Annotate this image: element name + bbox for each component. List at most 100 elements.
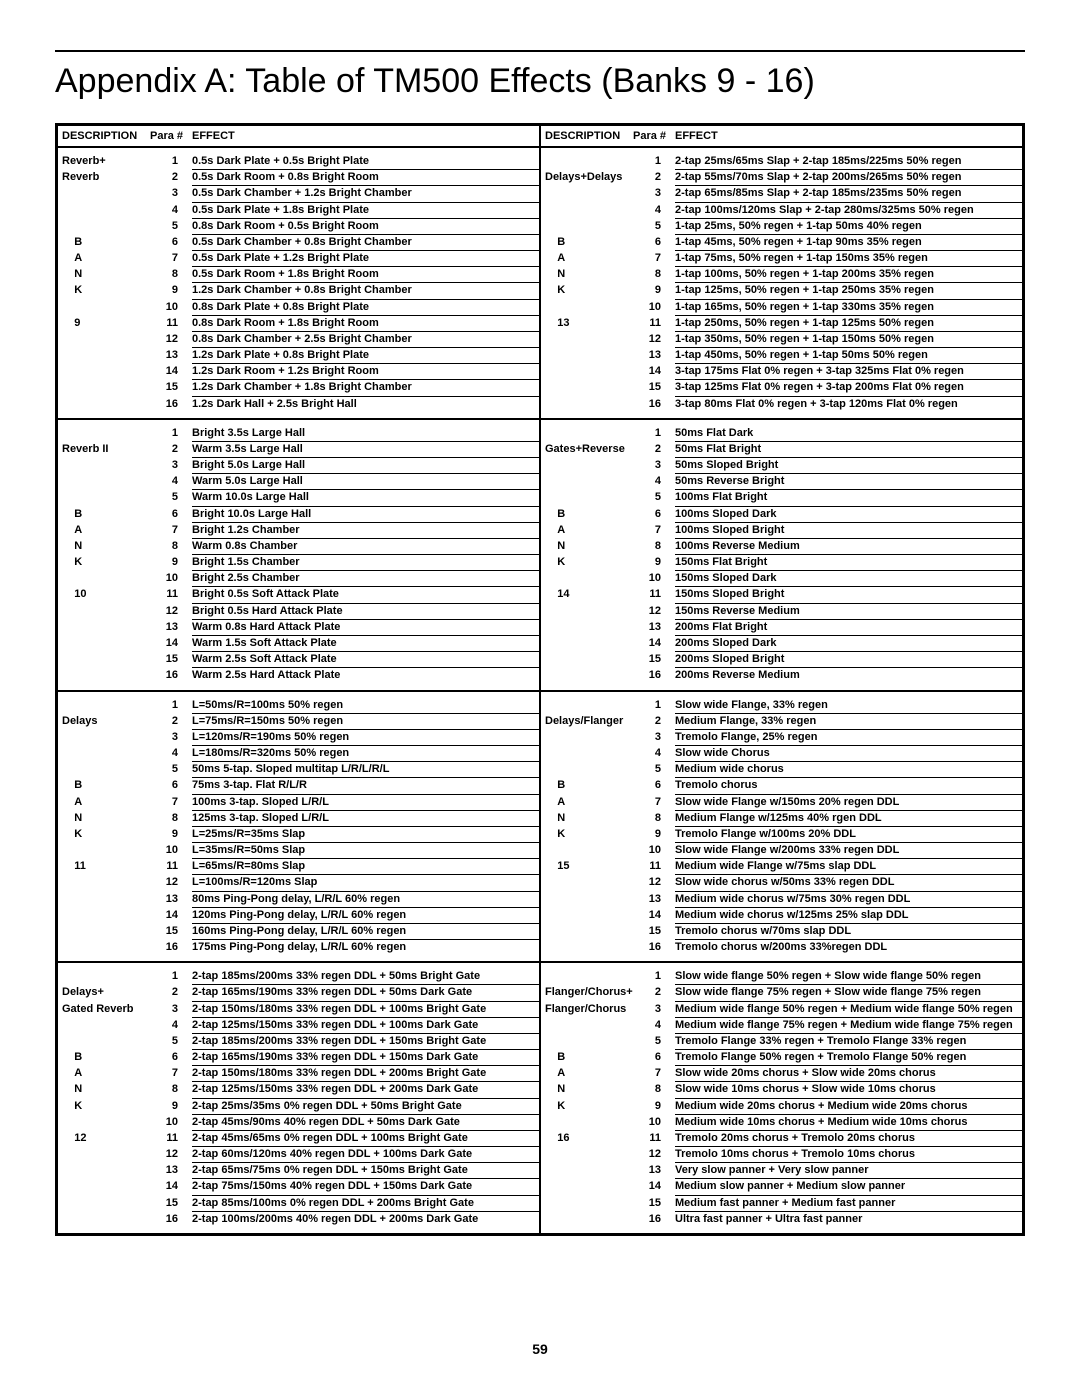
row-effect: 2-tap 125ms/150ms 33% regen DDL + 100ms … [192,1018,539,1034]
effect-row: 10Slow wide Flange w/200ms 33% regen DDL [541,843,1022,859]
row-para-num: 6 [150,507,192,522]
row-para-num: 6 [633,1050,675,1065]
row-desc: 9 [58,316,150,331]
row-effect: 150ms Flat Bright [675,555,1022,571]
row-para-num: 3 [633,730,675,745]
row-para-num: 10 [150,300,192,315]
row-effect: Medium wide flange 75% regen + Medium wi… [675,1018,1022,1034]
effect-row: 121-tap 350ms, 50% regen + 1-tap 150ms 5… [541,332,1022,348]
row-effect: L=50ms/R=100ms 50% regen [192,698,539,714]
row-effect: 1.2s Dark Chamber + 0.8s Bright Chamber [192,283,539,299]
row-effect: Medium wide Flange w/75ms slap DDL [675,859,1022,875]
row-desc: B [58,1050,150,1065]
row-effect: 100ms Sloped Bright [675,523,1022,539]
effect-row: 101-tap 165ms, 50% regen + 1-tap 330ms 3… [541,300,1022,316]
row-effect: 1.2s Dark Chamber + 1.8s Bright Chamber [192,380,539,396]
row-desc: A [541,795,633,810]
row-desc: K [541,555,633,570]
effect-row: 10L=35ms/R=50ms Slap [58,843,539,859]
row-effect: 1-tap 125ms, 50% regen + 1-tap 250ms 35%… [675,283,1022,299]
row-desc: A [541,1066,633,1081]
row-desc: A [58,795,150,810]
row-desc: A [541,523,633,538]
row-effect: 0.5s Dark Room + 0.8s Bright Room [192,170,539,186]
row-effect: 1-tap 45ms, 50% regen + 1-tap 90ms 35% r… [675,235,1022,251]
row-effect: Tremolo Flange, 25% regen [675,730,1022,746]
row-para-num: 12 [150,1147,192,1162]
row-para-num: 12 [633,1147,675,1162]
effect-row: 163-tap 80ms Flat 0% regen + 3-tap 120ms… [541,397,1022,412]
effect-row: 16200ms Reverse Medium [541,668,1022,683]
row-para-num: 3 [150,730,192,745]
effect-row: 1411150ms Sloped Bright [541,587,1022,603]
row-effect: 50ms Flat Dark [675,426,1022,442]
row-para-num: 12 [150,604,192,619]
row-desc: Delays [58,714,150,729]
row-effect: 2-tap 185ms/200ms 33% regen DDL + 150ms … [192,1034,539,1050]
effect-row: 12150ms Reverse Medium [541,604,1022,620]
row-desc: A [58,251,150,266]
effect-row: 13Warm 0.8s Hard Attack Plate [58,620,539,636]
effect-row: 151.2s Dark Chamber + 1.8s Bright Chambe… [58,380,539,396]
row-para-num: 12 [150,875,192,890]
row-para-num: 14 [150,364,192,379]
row-para-num: 10 [150,571,192,586]
effect-row: 40.5s Dark Plate + 1.8s Bright Plate [58,203,539,219]
effect-row: Delays2L=75ms/R=150ms 50% regen [58,714,539,730]
effect-row: 1111L=65ms/R=80ms Slap [58,859,539,875]
effect-row: 15Warm 2.5s Soft Attack Plate [58,652,539,668]
effect-row: 1Bright 3.5s Large Hall [58,426,539,442]
row-para-num: 3 [150,458,192,473]
effect-row: 350ms Sloped Bright [541,458,1022,474]
effect-row: 4L=180ms/R=320ms 50% regen [58,746,539,762]
row-effect: 0.5s Dark Plate + 1.2s Bright Plate [192,251,539,267]
row-effect: Warm 2.5s Hard Attack Plate [192,668,539,683]
row-desc: B [541,507,633,522]
row-para-num: 11 [633,316,675,331]
row-effect: Bright 2.5s Chamber [192,571,539,587]
row-para-num: 15 [150,1196,192,1211]
effect-row: K9L=25ms/R=35ms Slap [58,827,539,843]
effect-row: 141.2s Dark Room + 1.2s Bright Room [58,364,539,380]
row-effect: Medium slow panner + Medium slow panner [675,1179,1022,1195]
effect-row: K9Medium wide 20ms chorus + Medium wide … [541,1099,1022,1115]
effect-row: 142-tap 75ms/150ms 40% regen DDL + 150ms… [58,1179,539,1195]
row-effect: Slow wide Chorus [675,746,1022,762]
row-effect: 0.5s Dark Plate + 0.5s Bright Plate [192,154,539,170]
effect-row: 16Warm 2.5s Hard Attack Plate [58,668,539,683]
row-desc: 15 [541,859,633,874]
row-para-num: 8 [633,811,675,826]
header-effect: EFFECT [675,130,1022,142]
effect-row: K9150ms Flat Bright [541,555,1022,571]
row-effect: Tremolo Flange w/100ms 20% DDL [675,827,1022,843]
row-effect: Warm 5.0s Large Hall [192,474,539,490]
column-header: DESCRIPTIONPara #EFFECT [541,126,1022,146]
row-effect: Ultra fast panner + Ultra fast panner [675,1212,1022,1227]
row-effect: 200ms Sloped Bright [675,652,1022,668]
effect-row: 100.8s Dark Plate + 0.8s Bright Plate [58,300,539,316]
row-para-num: 9 [633,555,675,570]
effect-row: 13Medium wide chorus w/75ms 30% regen DD… [541,892,1022,908]
header-para: Para # [633,130,675,142]
effect-row: N82-tap 125ms/150ms 33% regen DDL + 200m… [58,1082,539,1098]
row-para-num: 13 [150,1163,192,1178]
row-para-num: 15 [150,380,192,395]
row-effect: 150ms Sloped Bright [675,587,1022,603]
row-para-num: 9 [633,827,675,842]
effect-row: N8Slow wide 10ms chorus + Slow wide 10ms… [541,1082,1022,1098]
row-para-num: 3 [633,186,675,201]
effect-row: 16Tremolo chorus w/200ms 33%regen DDL [541,940,1022,955]
row-effect: 2-tap 100ms/200ms 40% regen DDL + 200ms … [192,1212,539,1227]
row-effect: Warm 3.5s Large Hall [192,442,539,458]
row-effect: 175ms Ping-Pong delay, L/R/L 60% regen [192,940,539,955]
effect-row: 15160ms Ping-Pong delay, L/R/L 60% regen [58,924,539,940]
row-effect: 2-tap 125ms/150ms 33% regen DDL + 200ms … [192,1082,539,1098]
row-desc: K [541,1099,633,1114]
row-para-num: 8 [150,1082,192,1097]
header-description: DESCRIPTION [58,130,150,142]
row-para-num: 7 [633,1066,675,1081]
row-para-num: 7 [150,523,192,538]
effect-row: Delays+22-tap 165ms/190ms 33% regen DDL … [58,985,539,1001]
row-effect: 200ms Flat Bright [675,620,1022,636]
row-effect: 2-tap 165ms/190ms 33% regen DDL + 50ms D… [192,985,539,1001]
